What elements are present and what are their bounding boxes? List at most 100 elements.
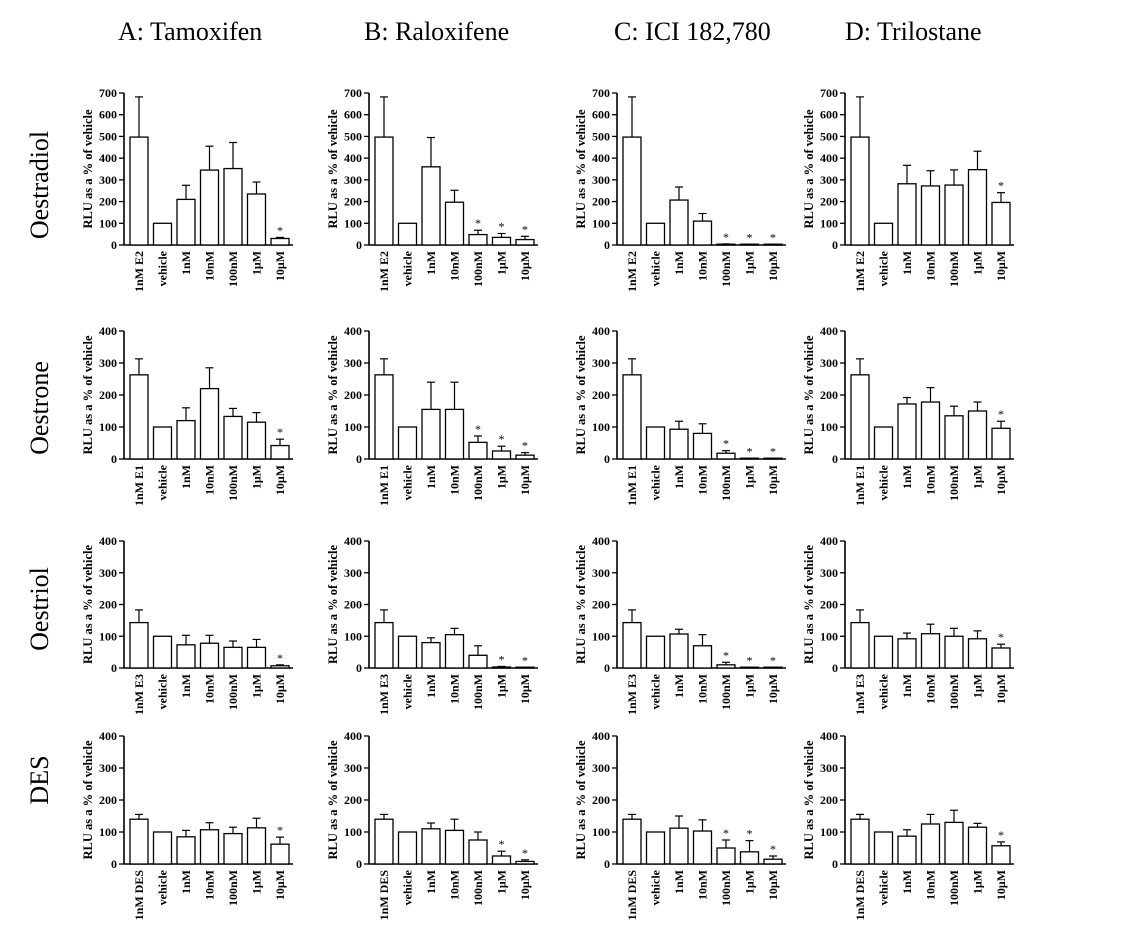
y-tick-label: 100 [592, 216, 610, 230]
bar [944, 635, 964, 669]
chart-panel-d2: RLU as a % of vehicle 0 100 200 300 400 1nM E1… [802, 324, 1014, 506]
y-tick-label: 200 [820, 793, 838, 807]
y-tick-label: 300 [344, 761, 362, 775]
bar [421, 166, 441, 246]
y-tick-label: 300 [99, 566, 117, 580]
y-tick-label: 400 [99, 324, 117, 338]
x-tick-label: 1μM [250, 465, 264, 489]
x-tick-label: 1nM E2 [377, 251, 391, 292]
bar [444, 201, 465, 246]
x-tick-label: 10nM [203, 465, 217, 495]
significance-star: * [475, 216, 481, 230]
x-tick-label: 10μM [518, 870, 532, 900]
x-tick-label: 100nM [947, 251, 961, 287]
x-tick-label: 1nM E3 [853, 674, 867, 715]
y-tick-label: 300 [99, 356, 117, 370]
x-tick-label: 1nM [672, 674, 686, 698]
bar [397, 831, 418, 865]
x-tick-label: vehicle [649, 673, 663, 709]
y-axis-label: RLU as a % of vehicle [81, 740, 95, 860]
column-title-b: B: Raloxifene [364, 17, 509, 46]
x-tick-label: 1μM [250, 251, 264, 275]
bar [246, 646, 267, 669]
x-tick-label: 10nM [448, 870, 462, 900]
bar [374, 136, 394, 246]
chart-panel-a3: RLU as a % of vehicle 0 100 200 300 400 1nM E3… [81, 534, 293, 715]
y-tick-label: 300 [344, 566, 362, 580]
y-tick-label: 300 [344, 356, 362, 370]
y-tick-label: 200 [99, 793, 117, 807]
x-tick-label: 1nM [900, 870, 914, 894]
bar [374, 374, 394, 460]
x-tick-label: 1μM [971, 465, 985, 489]
significance-star: * [277, 223, 283, 237]
column-title-d: D: Trilostane [845, 17, 982, 46]
x-tick-label: 1nM E2 [132, 251, 146, 292]
significance-star: * [747, 653, 753, 667]
significance-star: * [747, 444, 753, 458]
significance-star: * [770, 842, 776, 856]
significance-star: * [499, 432, 505, 446]
x-tick-label: 1nM [900, 674, 914, 698]
y-tick-label: 400 [820, 324, 838, 338]
row-title-oestrone: Oestrone [25, 361, 54, 455]
bar [920, 633, 941, 669]
y-tick-label: 600 [820, 108, 838, 122]
x-tick-label: 1nM E2 [625, 251, 639, 292]
y-tick-label: 0 [111, 452, 117, 466]
y-tick-label: 100 [344, 825, 362, 839]
x-tick-label: 10μM [994, 870, 1008, 900]
x-tick-label: 10μM [994, 251, 1008, 281]
y-tick-label: 500 [344, 129, 362, 143]
bar [223, 646, 243, 669]
bar [873, 831, 894, 865]
x-tick-label: 1nM E1 [377, 465, 391, 506]
x-tick-label: 10μM [994, 465, 1008, 495]
bar [421, 641, 441, 669]
bar [491, 855, 512, 865]
y-tick-label: 200 [99, 195, 117, 209]
bar [152, 222, 173, 246]
x-tick-label: 1μM [495, 465, 509, 489]
y-tick-label: 300 [820, 173, 838, 187]
bar [374, 621, 394, 669]
bar [270, 444, 290, 460]
x-tick-label: 1nM E2 [853, 251, 867, 292]
bar [152, 635, 173, 669]
bar [991, 647, 1011, 669]
y-tick-label: 300 [99, 761, 117, 775]
y-tick-label: 300 [820, 356, 838, 370]
y-tick-label: 300 [344, 173, 362, 187]
y-tick-label: 200 [344, 793, 362, 807]
bar [444, 634, 465, 669]
bar [176, 836, 196, 865]
bar [692, 645, 713, 669]
x-tick-label: 10nM [924, 465, 938, 495]
bar [873, 426, 894, 460]
row-title-oestriol: Oestriol [25, 567, 54, 651]
bar [944, 415, 964, 460]
y-tick-label: 300 [820, 761, 838, 775]
bar [991, 201, 1011, 246]
y-tick-label: 100 [820, 216, 838, 230]
y-tick-label: 200 [99, 598, 117, 612]
bar [468, 654, 488, 669]
y-tick-label: 100 [592, 825, 610, 839]
significance-star: * [522, 846, 528, 860]
x-tick-label: 10nM [696, 870, 710, 900]
x-tick-label: vehicle [649, 250, 663, 286]
x-tick-label: 1nM [900, 465, 914, 489]
bar [920, 401, 941, 460]
x-tick-label: vehicle [649, 464, 663, 500]
bar [176, 419, 196, 460]
bar [669, 199, 689, 246]
bar [920, 185, 941, 246]
y-tick-label: 200 [820, 195, 838, 209]
x-tick-label: vehicle [401, 250, 415, 286]
significance-star: * [499, 837, 505, 851]
bar [491, 236, 512, 246]
significance-star: * [499, 652, 505, 666]
y-tick-label: 100 [820, 629, 838, 643]
y-tick-label: 100 [820, 420, 838, 434]
bar [645, 426, 666, 460]
